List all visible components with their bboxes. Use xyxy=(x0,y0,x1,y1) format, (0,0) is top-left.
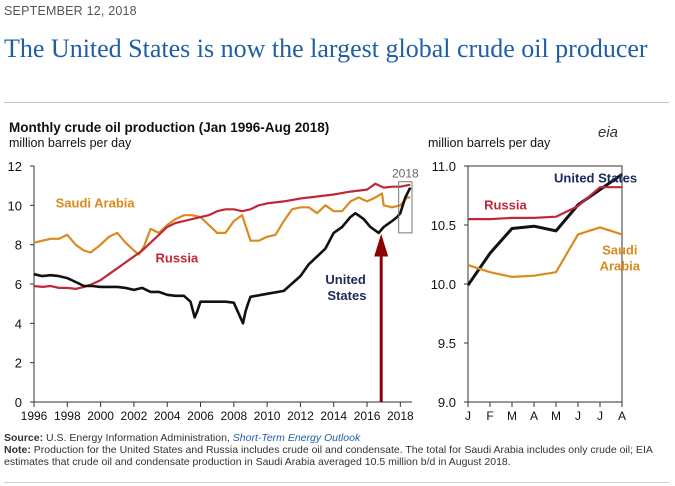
inset-y-tick-label: 10.0 xyxy=(431,277,456,292)
highlight-label: 2018 xyxy=(392,167,419,181)
y-tick-label: 12 xyxy=(8,159,22,174)
main-chart: 0 2 4 6 8 10 12 1996 1998 2000 2002 2004 2006 2008 201… xyxy=(8,159,419,423)
series-line-saudi-arabia xyxy=(33,192,411,256)
inset-y-tick-label: 9.5 xyxy=(438,336,456,351)
x-tick-label: 2006 xyxy=(187,409,214,423)
x-tick-label: 2016 xyxy=(354,409,381,423)
overtake-arrow-head xyxy=(374,233,389,257)
y-tick-label: 2 xyxy=(15,356,22,371)
note-text: Production for the United States and Rus… xyxy=(4,444,653,468)
inset-x-tick-label: M xyxy=(551,409,561,423)
x-tick-label: 2004 xyxy=(154,409,181,423)
y-tick-label: 4 xyxy=(15,316,22,331)
inset-series-line-united-states xyxy=(466,173,623,287)
page-title: The United States is now the largest glo… xyxy=(4,34,648,63)
main-chart-title: Monthly crude oil production (Jan 1996-A… xyxy=(9,120,330,135)
main-chart-units: million barrels per day xyxy=(9,136,132,150)
inset-x-tick-label: A xyxy=(530,409,538,423)
x-tick-label: 2002 xyxy=(121,409,148,423)
source-line: Source: U.S. Energy Information Administ… xyxy=(4,432,672,444)
publication-date: SEPTEMBER 12, 2018 xyxy=(4,4,137,18)
inset-series-label-united-states: United States xyxy=(554,171,637,186)
inset-series-line-saudi-arabia xyxy=(467,226,623,278)
source-link[interactable]: Short-Term Energy Outlook xyxy=(232,432,361,444)
inset-x-tick-label: J xyxy=(597,409,603,423)
inset-x-tick-label: A xyxy=(618,409,626,423)
x-tick-label: 2010 xyxy=(254,409,281,423)
series-label-saudi-arabia: Saudi Arabia xyxy=(56,195,136,210)
inset-series-label-russia: Russia xyxy=(484,198,527,213)
inset-x-tick-label: J xyxy=(575,409,581,423)
x-tick-label: 1998 xyxy=(54,409,81,423)
y-tick-label: 6 xyxy=(15,277,22,292)
source-text: U.S. Energy Information Administration, xyxy=(46,432,230,444)
source-label: Source: xyxy=(4,432,44,444)
y-tick-label: 0 xyxy=(15,395,22,410)
x-tick-label: 2000 xyxy=(87,409,114,423)
inset-series-line-russia xyxy=(468,186,622,221)
note-label: Note: xyxy=(4,444,31,456)
series-label-russia: Russia xyxy=(156,250,199,265)
inset-y-tick-label: 9.0 xyxy=(438,395,456,410)
inset-chart-units: million barrels per day xyxy=(428,136,551,150)
inset-series-label-saudi-arabia: Saudi Arabia xyxy=(600,243,641,274)
y-tick-label: 8 xyxy=(15,238,22,253)
x-tick-label: 2018 xyxy=(387,409,414,423)
note-line: Note: Production for the United States a… xyxy=(4,444,672,468)
inset-y-tick-label: 10.5 xyxy=(431,218,456,233)
inset-y-tick-label: 11.0 xyxy=(432,159,456,174)
source-note: Source: U.S. Energy Information Administ… xyxy=(4,432,672,468)
inset-x-tick-label: F xyxy=(486,409,493,423)
inset-x-tick-label: M xyxy=(507,409,517,423)
series-line-united-states xyxy=(33,187,412,325)
inset-x-tick-label: J xyxy=(465,409,471,423)
highlight-box-2018 xyxy=(398,181,413,234)
inset-chart: 9.09.510.010.511.0J F M A M J J A United States… xyxy=(431,159,641,423)
bottom-divider xyxy=(4,482,669,483)
x-tick-label: 2014 xyxy=(320,409,347,423)
x-tick-label: 2012 xyxy=(287,409,314,423)
title-divider xyxy=(4,102,669,103)
x-tick-label: 1996 xyxy=(21,409,48,423)
y-tick-label: 10 xyxy=(8,198,22,213)
series-label-united-states: United States xyxy=(325,272,366,303)
eia-logo: eia xyxy=(598,124,619,141)
x-tick-label: 2008 xyxy=(220,409,247,423)
